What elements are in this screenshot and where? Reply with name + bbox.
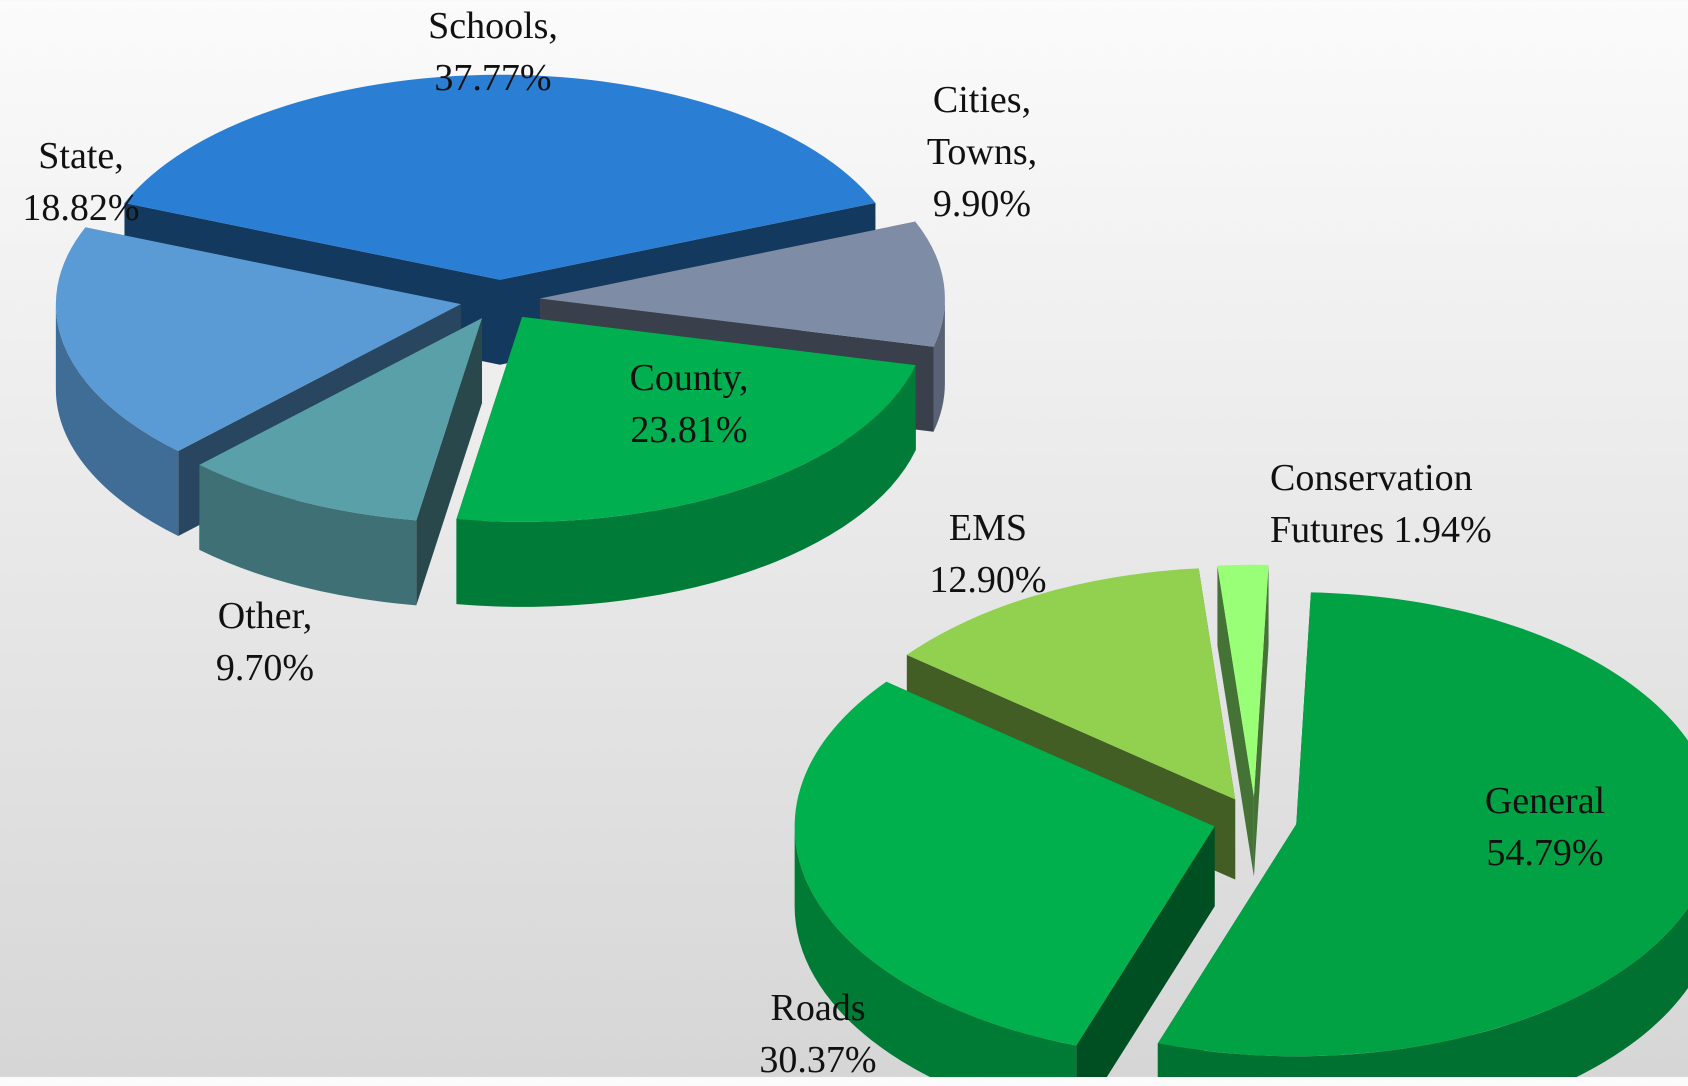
pie-slice <box>456 316 916 607</box>
value-label: 30.37% <box>759 1039 877 1081</box>
slice-outer-wall <box>55 304 179 537</box>
slice-label: General 54.79% <box>1435 775 1655 879</box>
category-label: Other, <box>217 595 313 637</box>
slice-top <box>1217 564 1269 797</box>
slice-label: Schools, 37.77% <box>393 0 593 104</box>
slice-top <box>124 74 876 280</box>
slice-radial-wall <box>1217 565 1254 877</box>
slice-outer-wall <box>1157 907 1688 1077</box>
value-label: 1.94% <box>1393 509 1492 551</box>
slice-outer-wall <box>794 826 1077 1077</box>
value-label: 9.70% <box>215 647 315 689</box>
category-label: State, <box>38 135 124 177</box>
category-label: County, <box>629 357 749 399</box>
slice-top <box>906 568 1236 800</box>
slice-outer-wall <box>199 464 417 606</box>
category-label: Conservation Futures <box>1270 457 1473 551</box>
slice-label: Other, 9.70% <box>165 590 365 694</box>
pie-slice <box>199 318 482 606</box>
pie-slice <box>1217 564 1269 877</box>
slice-outer-wall <box>933 298 945 432</box>
category-label: Cities, Towns, <box>926 79 1038 173</box>
slice-label: State, 18.82% <box>0 130 181 234</box>
category-label: Schools, <box>428 5 558 47</box>
slice-top <box>539 221 945 347</box>
slice-radial-wall <box>1253 564 1269 877</box>
value-label: 54.79% <box>1486 832 1604 874</box>
slice-top <box>794 681 1215 1046</box>
slice-top <box>55 227 461 452</box>
slice-label: Conservation Futures 1.94% <box>1270 452 1570 556</box>
value-label: 37.77% <box>434 57 552 99</box>
category-label: General <box>1484 780 1606 822</box>
category-label: Roads <box>770 987 866 1029</box>
category-label: EMS <box>948 507 1028 549</box>
value-label: 12.90% <box>929 559 1047 601</box>
slice-top <box>1157 592 1688 1057</box>
value-label: 9.90% <box>932 183 1032 225</box>
pie-slice <box>1157 592 1688 1077</box>
slice-label: Cities, Towns, 9.90% <box>897 74 1067 230</box>
value-label: 23.81% <box>630 409 748 451</box>
slice-top <box>456 316 916 522</box>
slice-label: Roads 30.37% <box>708 982 928 1086</box>
slice-outer-wall <box>456 365 916 607</box>
pie-slice <box>794 681 1215 1077</box>
slice-label: EMS 12.90% <box>878 502 1098 606</box>
slice-top <box>199 318 482 521</box>
slice-label: County, 23.81% <box>579 352 799 456</box>
value-label: 18.82% <box>22 187 140 229</box>
